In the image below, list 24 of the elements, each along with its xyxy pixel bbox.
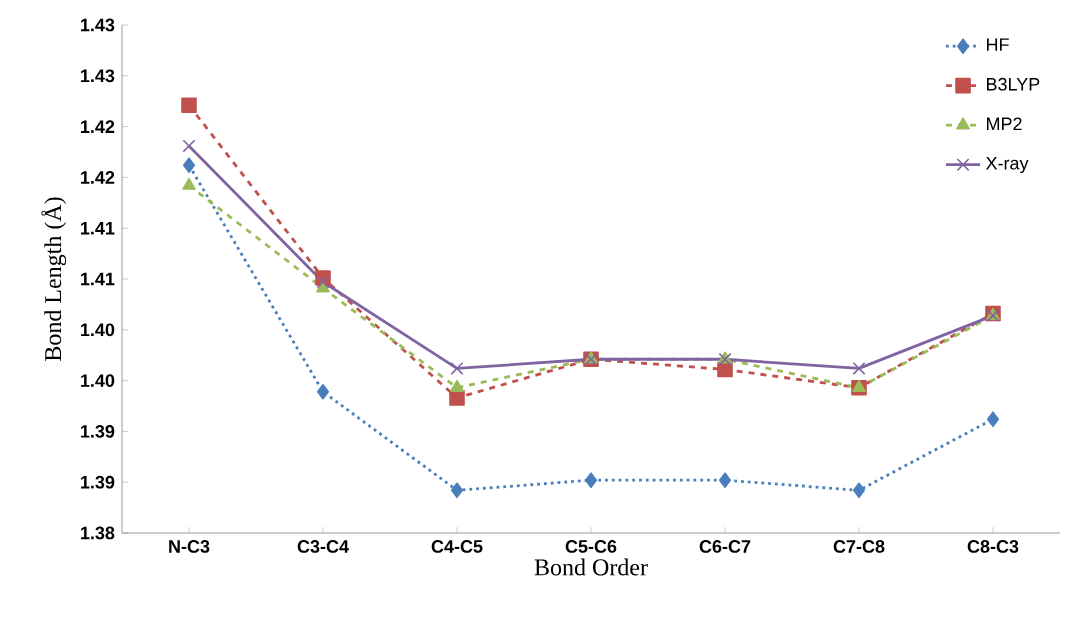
y-axis-title: Bond Length (Å) xyxy=(41,197,67,361)
y-tick-label: 1.39 xyxy=(81,425,115,438)
y-tick-label: 1.42 xyxy=(81,171,115,184)
y-tick-label: 1.40 xyxy=(81,374,115,387)
y-tick-label: 1.40 xyxy=(81,323,115,337)
y-tick-label: 1.38 xyxy=(81,526,115,540)
legend-label: B3LYP xyxy=(987,77,1040,91)
x-tick-label: C6-C7 xyxy=(699,540,751,553)
y-tick-label: 1.42 xyxy=(81,120,115,133)
y-tick-label: 1.41 xyxy=(81,222,115,235)
legend-label: X-ray xyxy=(985,156,1029,174)
legend-label: HF xyxy=(987,38,1009,51)
x-tick-label: C5-C6 xyxy=(565,540,617,553)
x-tick-label: C7-C8 xyxy=(833,540,885,553)
legend-label: MP2 xyxy=(987,117,1022,130)
y-tick-label: 1.43 xyxy=(81,69,115,83)
y-tick-label: 1.39 xyxy=(81,475,115,489)
x-tick-label: C3-C4 xyxy=(297,540,349,553)
y-tick-label: 1.41 xyxy=(81,272,115,286)
x-tick-label: N-C3 xyxy=(169,540,210,553)
x-tick-label: C4-C5 xyxy=(431,540,483,553)
x-axis-title: Bond Order xyxy=(534,558,648,576)
y-tick-label: 1.43 xyxy=(81,18,115,32)
x-tick-label: C8-C3 xyxy=(967,540,1019,553)
